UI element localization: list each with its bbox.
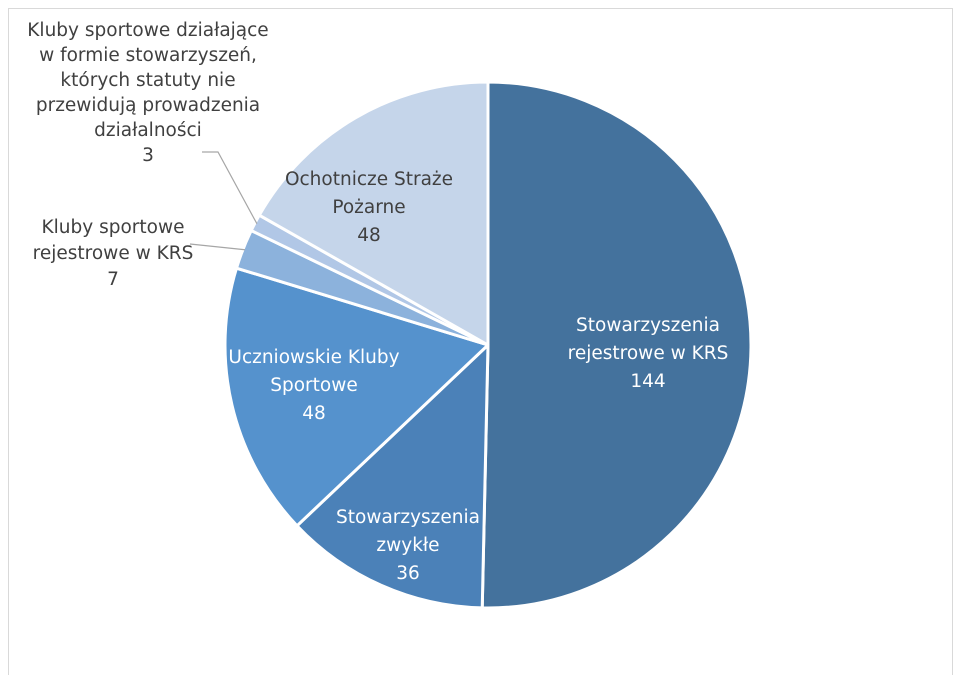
pie-slice-stowarzyszenia-zwykle [295, 343, 490, 610]
data-label-kluby-sportowe-dzialajace-w-formie-stowa: Kluby sportowe działające w formie stowar… [27, 20, 268, 166]
data-label-text: Stowarzyszenia [336, 507, 480, 528]
data-label-text: Ochotnicze Straże [285, 169, 453, 190]
pie-slices [223, 80, 753, 610]
data-label-text: przewidują prowadzenia [36, 95, 260, 116]
pie-slice-stowarzyszenia-rejestrowe-w-krs [480, 80, 753, 610]
pie-slice-ochotnicze-straze-pozarne [257, 80, 490, 347]
data-label-kluby-sportowe-rejestrowe-w-krs: Kluby sportowe rejestrowe w KRS 7 [33, 217, 194, 290]
data-label-value: 36 [396, 563, 420, 584]
data-label-text: Sportowe [270, 375, 358, 396]
data-label-value: 7 [107, 269, 119, 290]
leader-line-kluby-sportowe-dzialajace-w-formie-stowa [202, 151, 258, 224]
data-label-text: Kluby sportowe [42, 217, 185, 238]
data-label-text: rejestrowe w KRS [568, 343, 729, 364]
chart-frame [8, 8, 953, 675]
data-label-text: Pożarne [332, 197, 405, 218]
pie-slice-uczniowskie-kluby-sportowe [223, 266, 490, 528]
leader-line-kluby-sportowe-rejestrowe-w-krs [189, 243, 246, 251]
leader-lines [189, 151, 258, 251]
data-label-uczniowskie-kluby-sportowe: Uczniowskie Kluby Sportowe 48 [228, 347, 399, 424]
data-label-ochotnicze-straze-pozarne: Ochotnicze Straże Pożarne 48 [285, 169, 453, 246]
data-label-text: których statuty nie [60, 70, 235, 91]
data-label-value: 48 [302, 403, 326, 424]
data-label-value: 144 [630, 371, 665, 392]
data-label-value: 48 [357, 225, 381, 246]
data-label-stowarzyszenia-rejestrowe-w-krs: Stowarzyszenia rejestrowe w KRS 144 [568, 315, 729, 392]
data-label-text: zwykłe [376, 535, 439, 556]
data-label-stowarzyszenia-zwykle: Stowarzyszenia zwykłe 36 [336, 507, 480, 584]
data-label-text: Stowarzyszenia [576, 315, 720, 336]
data-label-text: w formie stowarzyszeń, [39, 45, 257, 66]
data-label-text: Uczniowskie Kluby [228, 347, 399, 368]
data-label-text: rejestrowe w KRS [33, 243, 194, 264]
data-label-value: 3 [142, 145, 154, 166]
data-label-text: Kluby sportowe działające [27, 20, 268, 41]
data-label-text: działalności [94, 120, 202, 141]
